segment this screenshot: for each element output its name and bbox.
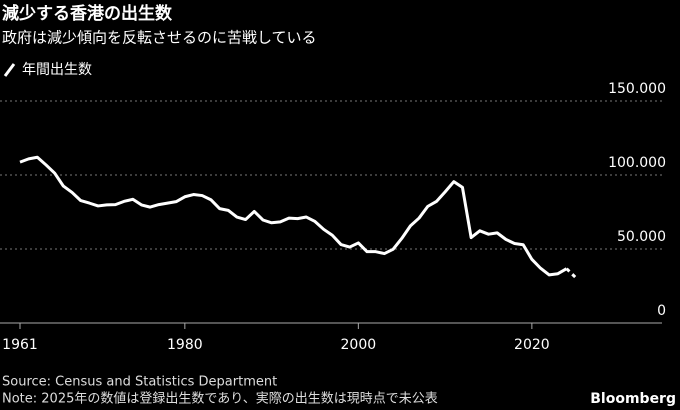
legend-label: 年間出生数 [22, 62, 92, 78]
note: Note: 2025年の数値は登録出生数であり、実際の出生数は現時点で未公表 [2, 391, 438, 407]
chart-subtitle: 政府は減少傾向を反転させるのに苦戦している [2, 29, 317, 47]
x-tick-label: 2020 [514, 337, 550, 353]
y-tick-label: 50.000 [617, 229, 666, 245]
legend-swatch [3, 63, 16, 77]
chart-title: 減少する香港の出生数 [2, 3, 173, 24]
y-tick-label: 100.000 [608, 155, 666, 171]
y-tick-label: 150.000 [608, 81, 666, 97]
series-line [19, 155, 568, 277]
x-tick-label: 1980 [167, 337, 203, 353]
x-tick-label: 2000 [341, 337, 377, 353]
brand: Bloomberg [590, 391, 676, 407]
x-tick-label: 1961 [2, 337, 38, 353]
series-line-dashed [565, 267, 577, 279]
source: Source: Census and Statistics Department [2, 375, 277, 390]
y-tick-label: 0 [657, 303, 666, 319]
